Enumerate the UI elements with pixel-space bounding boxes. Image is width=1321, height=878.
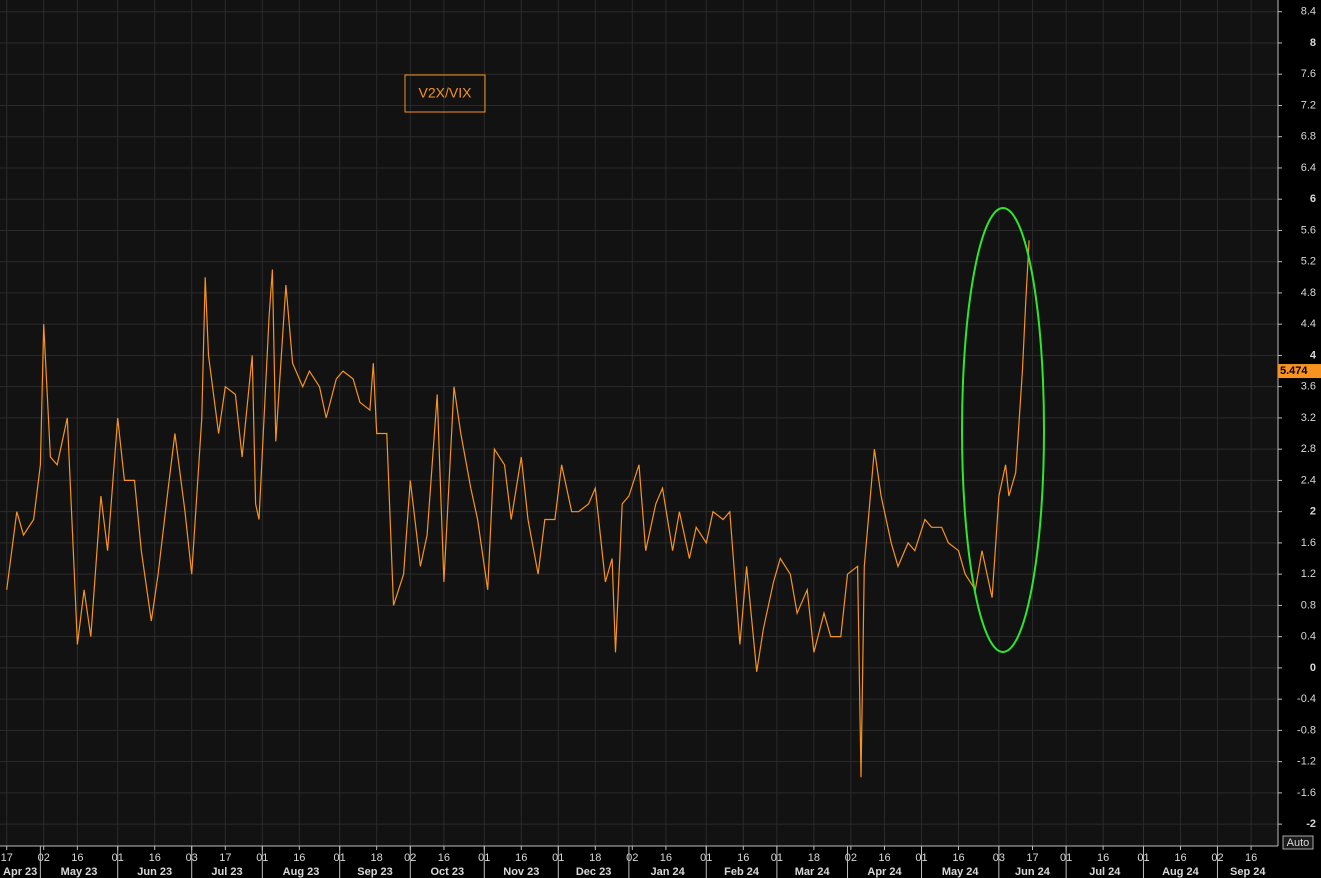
x-tick-label: 16 bbox=[149, 852, 161, 864]
month-label: Nov 23 bbox=[503, 866, 539, 878]
y-tick-label: 6.8 bbox=[1301, 131, 1316, 143]
x-tick-label: 17 bbox=[219, 852, 231, 864]
highlight-ellipse bbox=[961, 207, 1045, 653]
x-tick-label: 16 bbox=[293, 852, 305, 864]
x-tick-label: 18 bbox=[589, 852, 601, 864]
y-tick-label: 4.8 bbox=[1301, 287, 1316, 299]
y-tick-label: 0 bbox=[1310, 662, 1316, 674]
y-tick-label: 8.4 bbox=[1301, 6, 1316, 18]
y-tick-label: 3.2 bbox=[1301, 412, 1316, 424]
x-tick-label: 16 bbox=[878, 852, 890, 864]
x-tick-label: 18 bbox=[371, 852, 383, 864]
marks bbox=[6, 240, 1030, 778]
legend-label: V2X/VIX bbox=[419, 85, 473, 101]
x-tick-label: 17 bbox=[1, 852, 13, 864]
month-label: Sep 23 bbox=[357, 866, 392, 878]
x-tick-label: 02 bbox=[845, 852, 857, 864]
x-tick-label: 16 bbox=[1174, 852, 1186, 864]
month-label: Feb 24 bbox=[724, 866, 760, 878]
month-label: Aug 24 bbox=[1162, 866, 1200, 878]
x-tick-label: 16 bbox=[952, 852, 964, 864]
y-tick-label: 7.2 bbox=[1301, 99, 1316, 111]
y-tick-label: -0.8 bbox=[1297, 724, 1316, 736]
y-tick-label: 2.4 bbox=[1301, 474, 1316, 486]
y-tick-label: 4.4 bbox=[1301, 318, 1316, 330]
last-value-label: 5.474 bbox=[1280, 365, 1308, 377]
x-tick-label: 16 bbox=[737, 852, 749, 864]
month-label: Jun 24 bbox=[1015, 866, 1051, 878]
y-tick-label: 3.6 bbox=[1301, 381, 1316, 393]
auto-button-label[interactable]: Auto bbox=[1287, 837, 1310, 849]
auto-button[interactable] bbox=[1282, 835, 1314, 850]
y-tick-label: -0.4 bbox=[1297, 693, 1316, 705]
x-tick-label: 02 bbox=[38, 852, 50, 864]
y-tick-label: 0.8 bbox=[1301, 599, 1316, 611]
y-tick-label: 2 bbox=[1310, 506, 1316, 518]
y-tick-label: 0.4 bbox=[1301, 631, 1316, 643]
y-tick-label: -1.6 bbox=[1297, 787, 1316, 799]
x-tick-label: 16 bbox=[438, 852, 450, 864]
y-tick-label: 1.2 bbox=[1301, 568, 1316, 580]
line-series bbox=[6, 240, 1030, 778]
x-tick-label: 17 bbox=[1026, 852, 1038, 864]
month-label: May 23 bbox=[61, 866, 98, 878]
x-tick-label: 16 bbox=[1245, 852, 1257, 864]
y-tick-label: 8 bbox=[1310, 37, 1316, 49]
month-label: Mar 24 bbox=[795, 866, 831, 878]
month-label: Jul 23 bbox=[211, 866, 242, 878]
month-label: Apr 24 bbox=[867, 866, 902, 878]
grid bbox=[0, 0, 1278, 846]
x-tick-label: 16 bbox=[660, 852, 672, 864]
y-tick-label: 6.4 bbox=[1301, 162, 1316, 174]
y-tick-label: 4 bbox=[1310, 349, 1317, 361]
y-tick-label: -1.2 bbox=[1297, 756, 1316, 768]
x-tick-label: 18 bbox=[808, 852, 820, 864]
month-label: Jun 23 bbox=[137, 866, 172, 878]
month-label: Jan 24 bbox=[650, 866, 685, 878]
month-label: Jul 24 bbox=[1089, 866, 1121, 878]
month-label: May 24 bbox=[942, 866, 980, 878]
month-label: Aug 23 bbox=[283, 866, 320, 878]
last-value-tag bbox=[1278, 364, 1321, 379]
y-tick-label: 5.2 bbox=[1301, 256, 1316, 268]
plot-background bbox=[0, 0, 1278, 846]
y-tick-label: 1.6 bbox=[1301, 537, 1316, 549]
y-tick-label: -2 bbox=[1306, 818, 1316, 830]
x-tick-label: 16 bbox=[1097, 852, 1109, 864]
x-tick-label: 16 bbox=[71, 852, 83, 864]
y-tick-label: 5.6 bbox=[1301, 224, 1316, 236]
y-tick-label: 6 bbox=[1310, 193, 1316, 205]
month-label: Oct 23 bbox=[430, 866, 464, 878]
month-label: Apr 23 bbox=[3, 866, 37, 878]
legend-box bbox=[404, 74, 486, 113]
y-tick-label: 7.6 bbox=[1301, 68, 1316, 80]
x-tick-label: 16 bbox=[515, 852, 527, 864]
month-label: Dec 23 bbox=[576, 866, 611, 878]
x-tick-label: 02 bbox=[626, 852, 638, 864]
month-label: Sep 24 bbox=[1230, 866, 1266, 878]
y-tick-label: 2.8 bbox=[1301, 443, 1316, 455]
